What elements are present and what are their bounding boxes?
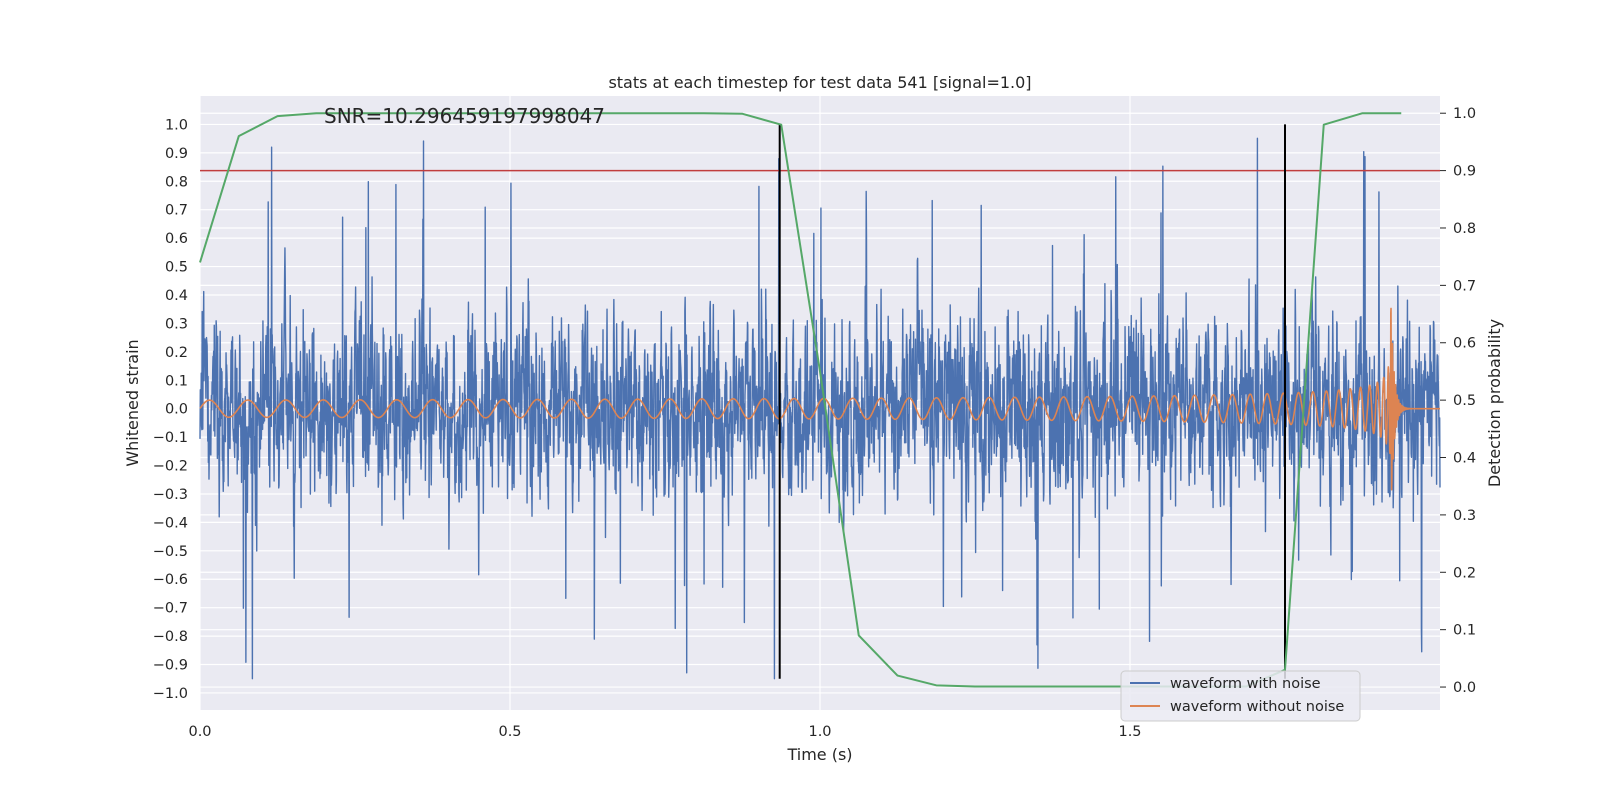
y-tick-label-left: 1.0 bbox=[165, 117, 188, 133]
y-tick-label-left: 0.3 bbox=[165, 316, 188, 332]
series-waveform-with-noise bbox=[199, 137, 1441, 680]
y-tick-label-left: −0.7 bbox=[153, 601, 188, 617]
y-tick-label-left: −1.0 bbox=[153, 686, 188, 702]
y-tick-label-right: 0.3 bbox=[1453, 508, 1476, 524]
y-tick-label-right: 0.5 bbox=[1453, 393, 1476, 409]
y-tick-label-left: 0.7 bbox=[165, 203, 188, 219]
y-tick-label-left: 0.4 bbox=[165, 288, 188, 304]
y-tick-label-right: 0.6 bbox=[1453, 336, 1476, 352]
x-tick-label: 1.0 bbox=[808, 724, 831, 740]
y-tick-label-left: −0.4 bbox=[153, 515, 188, 531]
y-tick-label-left: 0.5 bbox=[165, 260, 188, 276]
y-axis-label-right: Detection probability bbox=[1485, 319, 1504, 487]
legend-entry-clean: waveform without noise bbox=[1170, 699, 1344, 715]
vertical-markers bbox=[778, 124, 1286, 679]
y-tick-label-left: 0.2 bbox=[165, 345, 188, 361]
y-tick-label-right: 0.7 bbox=[1453, 278, 1476, 294]
y-tick-label-left: 0.6 bbox=[165, 231, 188, 247]
x-tick-label: 1.5 bbox=[1118, 724, 1141, 740]
y-tick-label-right: 1.0 bbox=[1453, 106, 1476, 122]
y-tick-label-left: 0.8 bbox=[165, 174, 188, 190]
y-tick-label-right: 0.8 bbox=[1453, 221, 1476, 237]
snr-annotation: SNR=10.296459197998047 bbox=[324, 104, 605, 128]
y-tick-label-left: 0.9 bbox=[165, 146, 188, 162]
y-tick-label-left: −0.6 bbox=[153, 572, 188, 588]
y-tick-label-left: 0.1 bbox=[165, 373, 188, 389]
y-tick-label-left: −0.2 bbox=[153, 459, 188, 475]
y-tick-label-right: 0.9 bbox=[1453, 164, 1476, 180]
chart-title: stats at each timestep for test data 541… bbox=[608, 73, 1031, 92]
y-tick-label-right: 0.0 bbox=[1453, 680, 1476, 696]
y-tick-label-left: −0.9 bbox=[153, 658, 188, 674]
y-tick-label-left: −0.1 bbox=[153, 430, 188, 446]
y-axis-label-left: Whitened strain bbox=[123, 339, 142, 466]
y-tick-label-right: 0.4 bbox=[1453, 451, 1476, 467]
clean-waveform-line bbox=[199, 307, 1441, 491]
legend-entry-noise: waveform with noise bbox=[1170, 676, 1321, 692]
y-tick-label-right: 0.2 bbox=[1453, 565, 1476, 581]
y-tick-label-left: −0.3 bbox=[153, 487, 188, 503]
y-tick-label-right: 0.1 bbox=[1453, 623, 1476, 639]
x-axis-label: Time (s) bbox=[786, 745, 852, 764]
series-waveform-without-noise bbox=[199, 307, 1441, 491]
noisy-waveform-line bbox=[199, 137, 1441, 680]
x-tick-label: 0.0 bbox=[188, 724, 211, 740]
legend: waveform with noise waveform without noi… bbox=[1120, 670, 1361, 722]
y-tick-label-left: −0.5 bbox=[153, 544, 188, 560]
legend-box bbox=[1120, 670, 1361, 722]
y-tick-label-left: 0.0 bbox=[165, 402, 188, 418]
y-tick-label-left: −0.8 bbox=[153, 629, 188, 645]
axis-ticks: 0.0 0.5 1.0 1.5 1.0 0.9 0.8 0.7 0.6 0.5 0.4 0.3 0.2 0… bbox=[153, 106, 1476, 740]
x-tick-label: 0.5 bbox=[498, 724, 521, 740]
